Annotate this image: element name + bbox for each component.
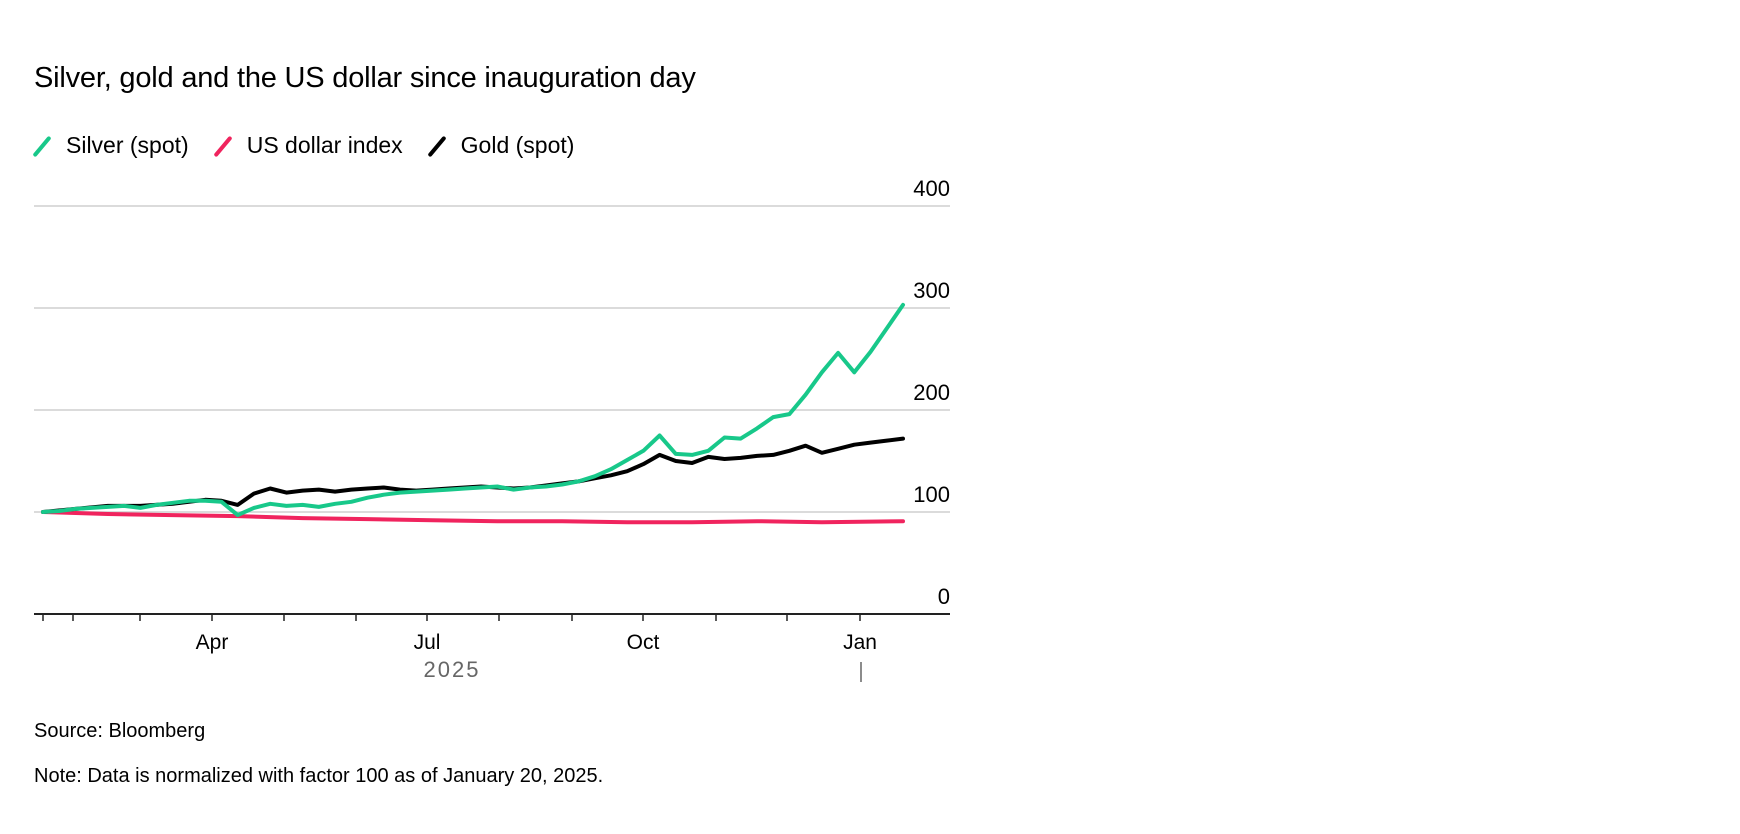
legend-item-gold: Gold (spot) <box>429 132 575 159</box>
y-tick-label-400: 400 <box>913 176 950 201</box>
x-tick-label-jul: Jul <box>414 631 441 654</box>
chart-title: Silver, gold and the US dollar since ina… <box>34 62 696 94</box>
source-note: Source: Bloomberg <box>34 720 206 742</box>
x-year-label: 2025 <box>424 657 481 682</box>
x-tick-label-oct: Oct <box>627 631 660 654</box>
legend-label-usd: US dollar index <box>246 132 403 158</box>
chart-legend: Silver (spot) US dollar index Gold (spot… <box>34 132 600 159</box>
legend-item-silver: Silver (spot) <box>34 132 189 159</box>
series-line-silver-spot <box>41 302 905 518</box>
x-tick-label-apr: Apr <box>196 631 229 654</box>
legend-label-silver: Silver (spot) <box>66 132 189 158</box>
legend-item-usd: US dollar index <box>215 132 403 159</box>
normalization-note: Note: Data is normalized with factor 100… <box>34 765 604 787</box>
y-tick-label-100: 100 <box>913 482 950 507</box>
legend-label-gold: Gold (spot) <box>460 132 575 158</box>
y-tick-label-200: 200 <box>913 380 950 405</box>
y-tick-label-300: 300 <box>913 278 950 303</box>
x-tick-label-jan: Jan <box>843 631 877 654</box>
y-tick-label-0: 0 <box>938 584 950 609</box>
series-line-us-dollar-index <box>41 510 905 525</box>
